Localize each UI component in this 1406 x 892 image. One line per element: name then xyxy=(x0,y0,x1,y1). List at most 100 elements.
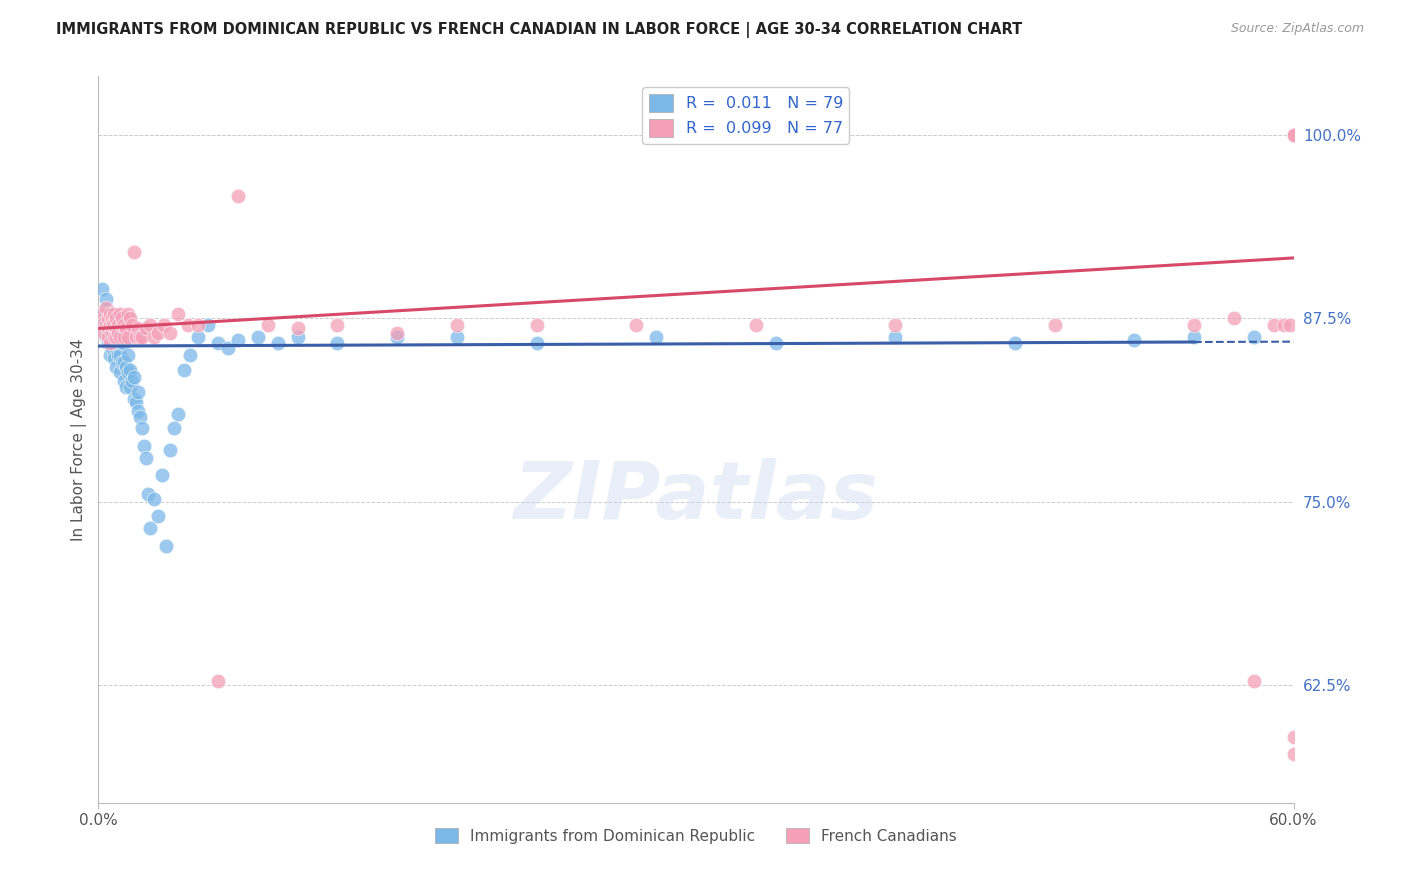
Point xyxy=(136,487,159,501)
Point xyxy=(103,330,125,344)
Point xyxy=(125,395,148,409)
Point xyxy=(129,330,152,344)
Point xyxy=(110,348,132,362)
Point xyxy=(187,330,209,344)
Point xyxy=(765,336,787,351)
Point xyxy=(91,282,114,296)
Point xyxy=(1243,673,1265,688)
Point xyxy=(167,307,190,321)
Point xyxy=(107,330,129,344)
Point xyxy=(111,311,134,326)
Point xyxy=(107,336,129,351)
Point xyxy=(179,348,201,362)
Point xyxy=(117,366,139,380)
Point xyxy=(97,336,120,351)
Text: Source: ZipAtlas.com: Source: ZipAtlas.com xyxy=(1230,22,1364,36)
Point xyxy=(139,521,162,535)
Point xyxy=(98,307,122,321)
Point xyxy=(112,355,135,369)
Point xyxy=(226,189,249,203)
Point xyxy=(98,318,122,333)
Point xyxy=(93,318,115,333)
Point xyxy=(98,336,122,351)
Point xyxy=(884,318,907,333)
Point xyxy=(1278,318,1301,333)
Point xyxy=(97,311,120,326)
Point xyxy=(105,311,128,326)
Point xyxy=(125,330,148,344)
Point xyxy=(207,673,229,688)
Point xyxy=(98,330,122,344)
Point xyxy=(110,307,132,321)
Point xyxy=(105,341,128,355)
Point xyxy=(526,318,548,333)
Point xyxy=(207,336,229,351)
Point xyxy=(246,330,269,344)
Point xyxy=(1272,318,1295,333)
Point xyxy=(526,336,548,351)
Point xyxy=(1282,128,1305,142)
Point xyxy=(1043,318,1066,333)
Point xyxy=(385,330,409,344)
Point xyxy=(153,318,176,333)
Point xyxy=(139,318,162,333)
Point xyxy=(124,370,146,384)
Point xyxy=(1282,128,1305,142)
Point xyxy=(120,380,142,394)
Point xyxy=(98,321,122,335)
Point xyxy=(127,321,149,335)
Point xyxy=(101,311,124,326)
Point xyxy=(111,355,134,369)
Point xyxy=(101,330,124,344)
Point xyxy=(1282,128,1305,142)
Point xyxy=(626,318,648,333)
Point xyxy=(1123,333,1146,347)
Point xyxy=(1282,747,1305,762)
Point xyxy=(103,351,125,365)
Text: ZIPatlas: ZIPatlas xyxy=(513,458,879,536)
Point xyxy=(115,380,138,394)
Point xyxy=(150,468,173,483)
Point xyxy=(134,439,156,453)
Point xyxy=(446,330,468,344)
Point xyxy=(91,307,114,321)
Point xyxy=(96,330,118,344)
Point xyxy=(103,307,125,321)
Point xyxy=(96,292,118,306)
Point xyxy=(110,366,132,380)
Point xyxy=(110,330,132,344)
Point xyxy=(1282,128,1305,142)
Point xyxy=(101,341,124,355)
Point xyxy=(111,336,134,351)
Point xyxy=(167,407,190,421)
Point xyxy=(121,374,143,388)
Point xyxy=(267,336,290,351)
Point xyxy=(326,318,349,333)
Point xyxy=(101,318,124,333)
Point xyxy=(103,336,125,351)
Point xyxy=(115,321,138,335)
Point xyxy=(143,330,166,344)
Point xyxy=(112,330,135,344)
Point xyxy=(256,318,278,333)
Point xyxy=(645,330,668,344)
Point xyxy=(1243,330,1265,344)
Point xyxy=(107,326,129,340)
Point xyxy=(105,330,128,344)
Point xyxy=(112,374,135,388)
Point xyxy=(1282,128,1305,142)
Point xyxy=(287,321,309,335)
Point xyxy=(112,318,135,333)
Legend: Immigrants from Dominican Republic, French Canadians: Immigrants from Dominican Republic, Fren… xyxy=(429,822,963,850)
Point xyxy=(96,301,118,315)
Point xyxy=(101,318,124,333)
Point xyxy=(1282,128,1305,142)
Point xyxy=(96,318,118,333)
Point xyxy=(446,318,468,333)
Point xyxy=(1282,128,1305,142)
Point xyxy=(159,443,181,458)
Point xyxy=(105,359,128,374)
Point xyxy=(135,321,157,335)
Point xyxy=(1282,128,1305,142)
Point xyxy=(1282,128,1305,142)
